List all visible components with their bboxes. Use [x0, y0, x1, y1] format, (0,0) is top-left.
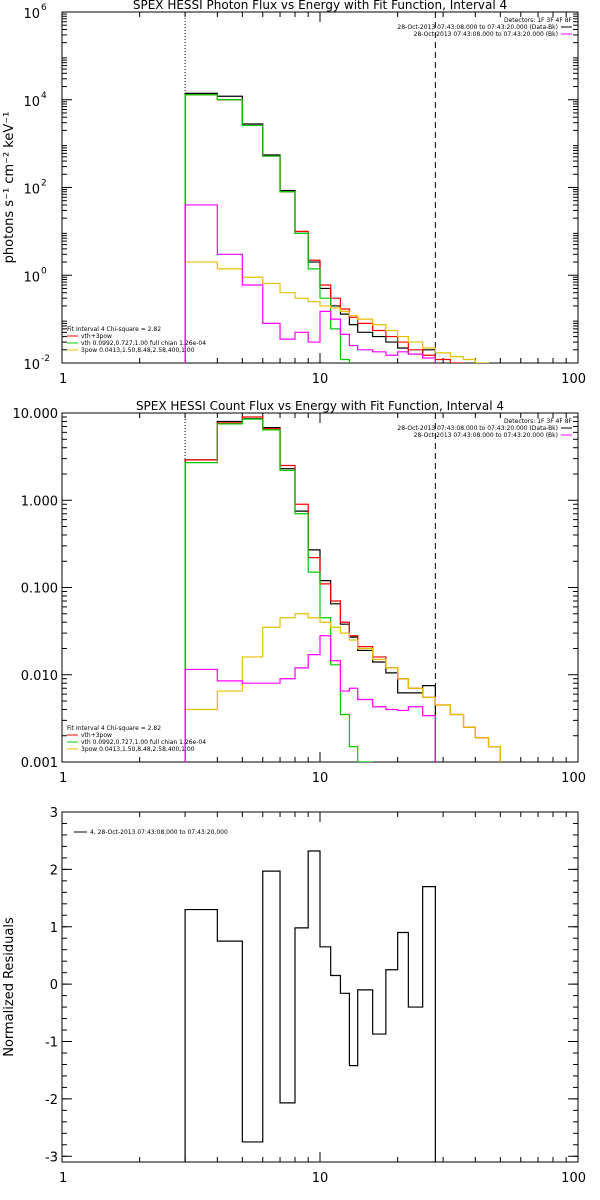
data-series	[184, 850, 436, 1162]
y-tick-label: 10 -2	[23, 354, 50, 373]
x-tick-label: 100	[561, 1171, 586, 1186]
legend-entry: 28-Oct-2013 07:43:08.000 to 07:43:20.000…	[414, 31, 558, 38]
y-tick-label: 10 0	[23, 266, 47, 285]
y-tick-label: 3	[50, 806, 58, 821]
y-tick-label: 0.100	[21, 582, 58, 597]
x-tick-label: 1	[59, 1171, 67, 1186]
legend-entry: 28-Oct-2013 07:43:08.000 to 07:43:20.000…	[397, 24, 558, 31]
legend-entry: 28-Oct-2013 07:43:08.000 to 07:43:20.000…	[414, 432, 558, 439]
y-tick-label: 10.000	[13, 407, 59, 422]
series-bk	[184, 204, 436, 363]
x-tick-label: 100	[561, 771, 586, 786]
legend-entry: 3pow 0.0413,1.50,8.48,2.58,400,1.00	[81, 746, 195, 753]
series-3pow	[184, 613, 501, 762]
y-tick-label: 0	[50, 978, 58, 993]
y-tick-exponent: 0	[41, 266, 47, 276]
y-tick-exponent: 4	[41, 91, 47, 101]
legend-entry: vth 0.0992,0.727,1.00 full chian 1.26e-0…	[81, 340, 206, 347]
series-vth-3pow	[184, 416, 501, 762]
y-tick-base: 10	[23, 270, 40, 285]
panel-3: Normalized Residuals 1 10 100 -3 -2 -1 0 1 2 3 4, 2…	[2, 806, 586, 1186]
y-axis-label: photons s⁻¹ cm⁻² keV⁻¹	[2, 112, 17, 264]
series-vth	[184, 94, 350, 363]
y-tick-label: 1	[50, 921, 58, 936]
y-tick-label: 2	[50, 863, 58, 878]
y-tick-label: -1	[45, 1036, 58, 1051]
legend-header: Fit Interval 4 Chi-square = 2.82	[67, 725, 161, 732]
y-tick-label: -2	[45, 1093, 58, 1108]
chart-title: SPEX HESSI Count Flux vs Energy with Fit…	[136, 399, 504, 413]
panel-1: SPEX HESSI Photon Flux vs Energy with Fi…	[2, 0, 586, 387]
series-data-bk	[184, 92, 436, 363]
legend-header: Detectors: 1F 3F 4F 8F	[504, 418, 573, 425]
series-data-bk	[184, 418, 436, 762]
y-tick-base: 10	[23, 358, 40, 373]
data-series	[184, 92, 490, 363]
series-bk	[184, 635, 436, 762]
x-tick-label: 10	[312, 372, 329, 387]
y-tick-label: 0.010	[21, 669, 58, 684]
y-tick-label: 10 2	[23, 179, 46, 198]
x-tick-label: 1	[59, 372, 67, 387]
y-tick-exponent: 6	[41, 3, 47, 13]
y-axis-label: Normalized Residuals	[2, 917, 17, 1057]
legend-entry: 4, 28-Oct-2013 07:43:08.000 to 07:43:20.…	[90, 829, 228, 836]
legend-bottom: Fit Interval 4 Chi-square = 2.82vth+3pow…	[67, 326, 206, 354]
y-tick-label: -3	[45, 1150, 58, 1165]
x-tick-label: 100	[561, 372, 586, 387]
legend-entry: vth+3pow	[81, 333, 112, 340]
y-tick-label: 10 6	[23, 3, 47, 22]
legend-entry: vth 0.0992,0.727,1.00 full chian 1.26e-0…	[81, 739, 206, 746]
legend-entry: 3pow 0.0413,1.50,8.48,2.58,400,1.00	[81, 347, 195, 354]
x-tick-label: 1	[59, 771, 67, 786]
y-tick-base: 10	[23, 7, 40, 22]
series-vth-3pow	[184, 94, 465, 363]
chart-title: SPEX HESSI Photon Flux vs Energy with Fi…	[133, 0, 507, 12]
legend-entry: 28-Oct-2013 07:43:08.000 to 07:43:20.000…	[397, 425, 558, 432]
legend-header: Fit Interval 4 Chi-square = 2.82	[67, 326, 161, 333]
series-residuals	[184, 850, 436, 1162]
legend-top: 4, 28-Oct-2013 07:43:08.000 to 07:43:20.…	[74, 829, 228, 836]
legend-header: Detectors: 1F 3F 4F 8F	[504, 17, 573, 24]
y-tick-exponent: -2	[41, 354, 50, 364]
x-tick-label: 10	[312, 1171, 329, 1186]
y-tick-label: 0.001	[21, 756, 58, 771]
plot-frame	[61, 11, 579, 364]
y-tick-label: 1.000	[21, 494, 58, 509]
legend-bottom: Fit Interval 4 Chi-square = 2.82vth+3pow…	[67, 725, 206, 753]
y-tick-base: 10	[23, 95, 40, 110]
legend-entry: vth+3pow	[81, 732, 112, 739]
series-3pow	[184, 261, 490, 363]
data-series	[184, 416, 501, 762]
y-tick-label: 10 4	[23, 91, 47, 110]
y-tick-base: 10	[23, 183, 40, 198]
panel-2: SPEX HESSI Count Flux vs Energy with Fit…	[13, 399, 587, 786]
series-vth	[184, 418, 374, 762]
y-tick-exponent: 2	[41, 179, 47, 189]
x-tick-label: 10	[312, 771, 329, 786]
